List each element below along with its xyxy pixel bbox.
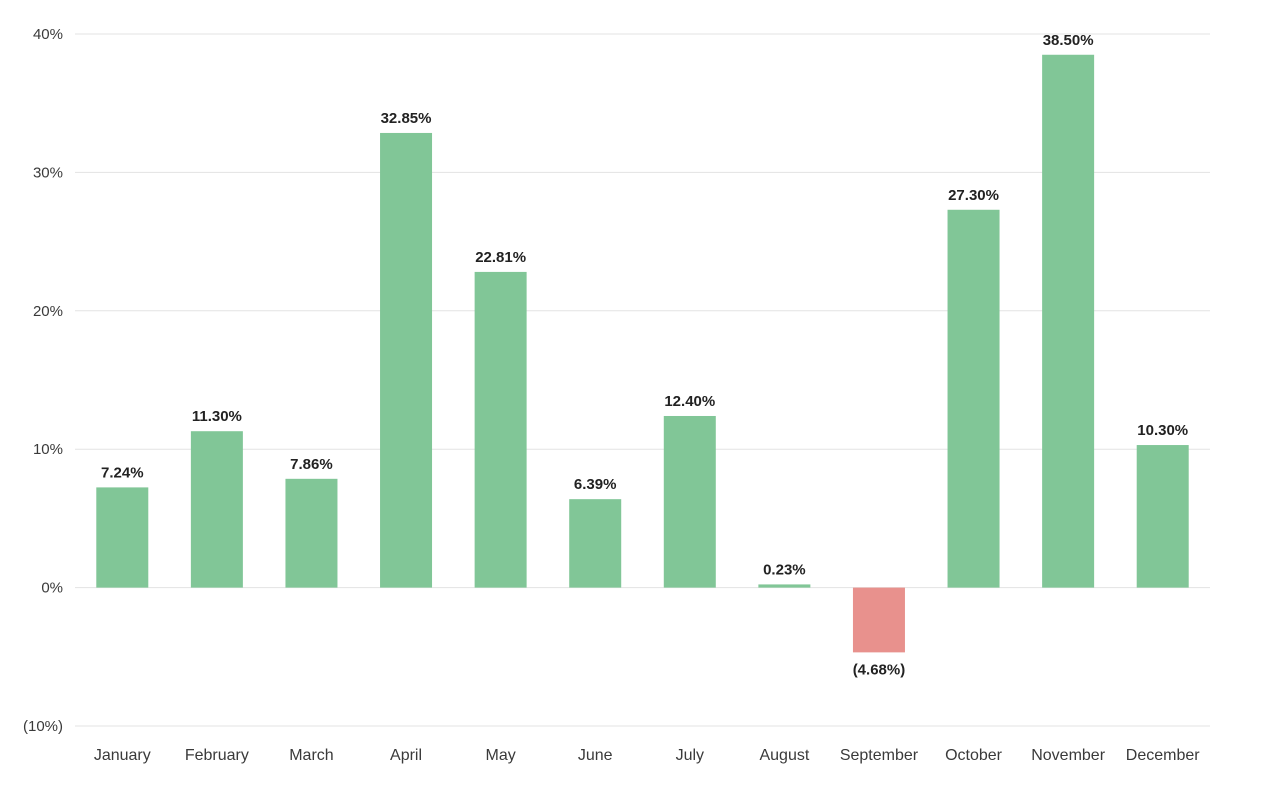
bar-november bbox=[1042, 54, 1095, 588]
data-label-july: 12.40% bbox=[664, 393, 715, 410]
x-category-label-january: January bbox=[94, 747, 151, 764]
bar-october bbox=[947, 209, 1000, 588]
x-category-label-august: August bbox=[759, 747, 809, 764]
data-label-may: 22.81% bbox=[475, 249, 526, 266]
bar-april bbox=[380, 132, 433, 588]
x-category-label-december: December bbox=[1126, 747, 1200, 764]
x-category-label-may: May bbox=[486, 747, 516, 764]
bar-september bbox=[852, 587, 905, 653]
data-label-february: 11.30% bbox=[192, 408, 242, 425]
x-axis-category-labels: January February March April May June July Augu… bbox=[94, 747, 1200, 764]
x-category-label-november: November bbox=[1031, 747, 1105, 764]
data-label-september: (4.68%) bbox=[853, 661, 906, 678]
data-label-november: 38.50% bbox=[1043, 32, 1094, 49]
x-category-label-october: October bbox=[945, 747, 1003, 764]
bar-march bbox=[285, 478, 338, 588]
data-label-october: 27.30% bbox=[948, 187, 999, 204]
y-tick-label: 10% bbox=[33, 441, 63, 458]
data-label-april: 32.85% bbox=[381, 110, 432, 127]
data-label-january: 7.24% bbox=[101, 464, 144, 481]
y-tick-label: 40% bbox=[33, 26, 63, 43]
bar-february bbox=[190, 431, 243, 588]
data-label-june: 6.39% bbox=[574, 476, 617, 493]
x-category-label-june: June bbox=[578, 747, 613, 764]
x-category-label-july: July bbox=[676, 747, 704, 764]
y-axis-tick-labels: 40% 30% 20% 10% 0% (10%) bbox=[23, 26, 63, 735]
data-labels: 7.24% 11.30% 7.86% 32.85% 22.81% 6.39% 12.40% 0… bbox=[101, 32, 1188, 679]
bar-july bbox=[663, 415, 716, 588]
x-category-label-april: April bbox=[390, 747, 422, 764]
bar-january bbox=[96, 487, 149, 588]
y-tick-label: 20% bbox=[33, 303, 63, 320]
data-label-december: 10.30% bbox=[1137, 422, 1188, 439]
data-label-march: 7.86% bbox=[290, 456, 333, 473]
bar-august bbox=[758, 584, 811, 588]
y-tick-label: (10%) bbox=[23, 718, 63, 735]
bar-june bbox=[569, 499, 622, 588]
y-tick-label: 30% bbox=[33, 164, 63, 181]
gridlines bbox=[75, 33, 1210, 727]
bar-december bbox=[1136, 445, 1189, 588]
bar-may bbox=[474, 271, 527, 588]
y-tick-label: 0% bbox=[41, 580, 63, 597]
x-category-label-february: February bbox=[185, 747, 249, 764]
data-label-august: 0.23% bbox=[763, 561, 806, 578]
x-category-label-march: March bbox=[289, 747, 333, 764]
x-category-label-september: September bbox=[840, 747, 919, 764]
bars bbox=[96, 54, 1189, 653]
